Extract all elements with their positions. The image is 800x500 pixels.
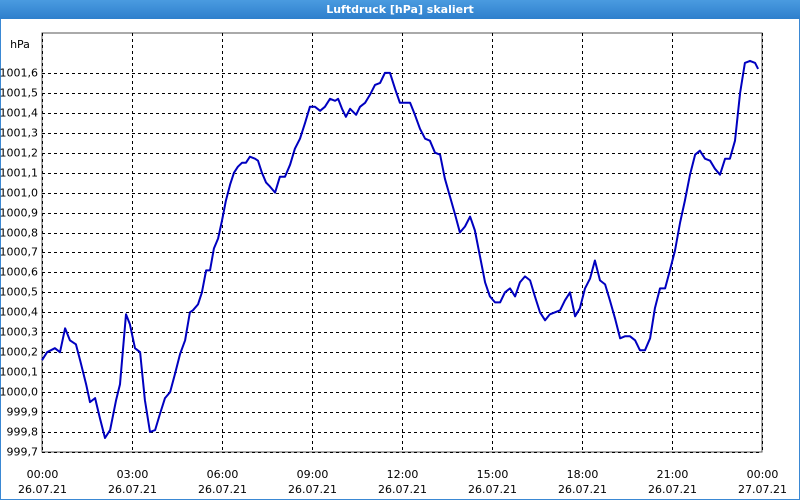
y-tick-label: 1000,7 bbox=[0, 246, 38, 259]
y-tick-label: 1000,5 bbox=[0, 286, 38, 299]
y-tick-label: 1001,0 bbox=[0, 187, 38, 200]
y-tick-label: 1000,1 bbox=[0, 366, 38, 379]
y-tick-label: 999,8 bbox=[7, 426, 39, 439]
x-tick-label: 18:00 bbox=[567, 468, 599, 481]
x-tick-label: 06:00 bbox=[207, 468, 239, 481]
y-tick-label: 1000,3 bbox=[0, 326, 38, 339]
y-tick-label: 1001,5 bbox=[0, 87, 38, 100]
y-tick-label: 1001,4 bbox=[0, 107, 38, 120]
data-line bbox=[41, 59, 759, 439]
y-tick-label: 1000,9 bbox=[0, 207, 38, 220]
y-tick-label: 1000,0 bbox=[0, 386, 38, 399]
y-tick-label: 1000,6 bbox=[0, 266, 38, 279]
x-tick-date: 26.07.21 bbox=[18, 483, 67, 496]
x-tick-label: 03:00 bbox=[117, 468, 149, 481]
x-tick-date: 26.07.21 bbox=[468, 483, 517, 496]
y-tick-label: 1001,2 bbox=[0, 147, 38, 160]
x-tick-date: 26.07.21 bbox=[378, 483, 427, 496]
y-tick-label: 1001,6 bbox=[0, 67, 38, 80]
x-tick-date: 26.07.21 bbox=[198, 483, 247, 496]
chart-title: Luftdruck [hPa] skaliert bbox=[326, 3, 474, 16]
y-tick-label: 999,9 bbox=[7, 406, 39, 419]
y-tick-label: 999,7 bbox=[7, 446, 39, 459]
x-tick-label: 12:00 bbox=[387, 468, 419, 481]
x-tick-date: 27.07.21 bbox=[738, 483, 787, 496]
y-tick-label: 1000,2 bbox=[0, 346, 38, 359]
x-tick-label: 15:00 bbox=[477, 468, 509, 481]
x-tick-label: 09:00 bbox=[297, 468, 329, 481]
y-tick-label: 1000,8 bbox=[0, 227, 38, 240]
x-tick-date: 26.07.21 bbox=[108, 483, 157, 496]
y-tick-label: 1000,4 bbox=[0, 306, 38, 319]
x-tick-date: 26.07.21 bbox=[558, 483, 607, 496]
x-tick-label: 00:00 bbox=[27, 468, 59, 481]
title-bar bbox=[0, 0, 800, 19]
x-tick-label: 21:00 bbox=[657, 468, 689, 481]
y-tick-label: 1001,1 bbox=[0, 167, 38, 180]
x-tick-date: 26.07.21 bbox=[288, 483, 337, 496]
x-tick-label: 00:00 bbox=[747, 468, 779, 481]
y-tick-label: 1001,3 bbox=[0, 127, 38, 140]
y-axis-unit: hPa bbox=[10, 38, 30, 51]
x-tick-date: 26.07.21 bbox=[648, 483, 697, 496]
